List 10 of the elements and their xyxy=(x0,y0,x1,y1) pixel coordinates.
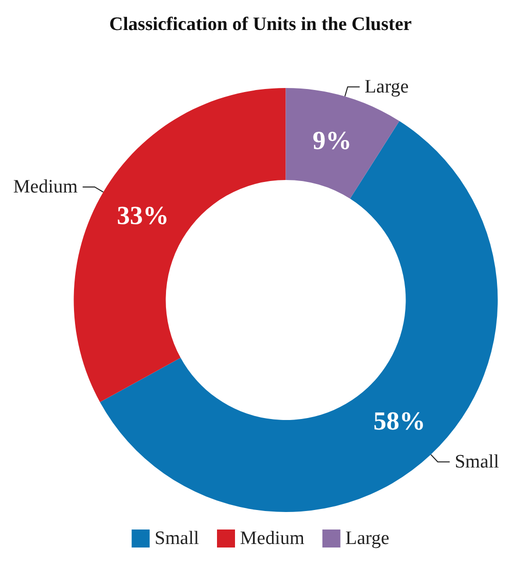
data-label: 33% xyxy=(116,201,169,230)
slice-label: Small xyxy=(454,451,500,472)
slice-label: Medium xyxy=(13,176,78,198)
slice-label: Large xyxy=(364,76,409,98)
legend-label: Medium xyxy=(240,528,305,549)
legend-label: Small xyxy=(154,528,200,549)
legend-label: Large xyxy=(345,528,390,549)
data-label: 58% xyxy=(373,406,426,436)
data-label: 9% xyxy=(312,126,352,156)
chart-title: Classicfication of Units in the Cluster xyxy=(109,14,412,35)
